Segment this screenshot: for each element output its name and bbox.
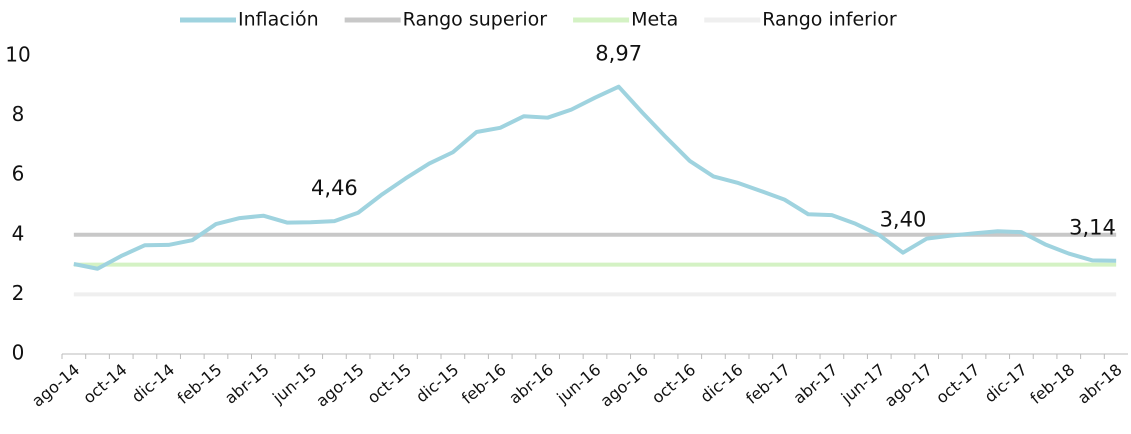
legend-label: Rango superior (403, 9, 548, 31)
series-line (73, 84, 1117, 271)
x-tick-label: oct-16 (648, 360, 699, 407)
legend-label: Meta (631, 9, 678, 31)
y-tick-label: 2 (12, 281, 25, 305)
y-tick-label: 8 (12, 102, 25, 126)
x-tick-label: dic-14 (128, 360, 178, 406)
x-tick-label: abr-17 (790, 360, 842, 408)
data-label: 8,97 (595, 42, 642, 66)
x-tick-label: feb-15 (174, 360, 226, 408)
y-tick-label: 10 (5, 43, 30, 67)
x-tick-label: ago-17 (881, 360, 936, 411)
data-label: 3,40 (880, 208, 927, 232)
x-tick-label: jun-17 (837, 360, 889, 408)
x-tick-label: jun-15 (268, 360, 320, 408)
x-tick-label: feb-16 (458, 360, 510, 408)
legend-label: Rango inferior (762, 9, 897, 31)
x-tick-label: dic-16 (696, 360, 746, 406)
y-tick-label: 6 (12, 162, 25, 186)
x-tick-label: dic-15 (412, 360, 462, 406)
legend-label: Inflación (238, 9, 319, 31)
data-label: 3,14 (1069, 215, 1116, 239)
x-tick-label: oct-14 (79, 360, 130, 407)
y-tick-label: 4 (12, 221, 25, 245)
x-tick-label: oct-17 (932, 360, 983, 407)
x-tick-label: jun-16 (553, 360, 605, 408)
x-tick-label: ago-15 (312, 360, 367, 411)
data-label: 4,46 (311, 176, 358, 200)
x-tick-label: oct-15 (364, 360, 415, 407)
x-tick-label: abr-16 (505, 360, 557, 408)
x-tick-label: feb-17 (742, 360, 794, 408)
x-tick-label: ago-14 (28, 360, 83, 411)
x-tick-label: dic-17 (981, 360, 1031, 406)
x-tick-label: feb-18 (1026, 360, 1078, 408)
x-tick-label: abr-18 (1074, 360, 1126, 408)
y-tick-label: 0 (12, 341, 25, 365)
x-tick-label: abr-15 (221, 360, 273, 408)
x-tick-label: ago-16 (597, 360, 652, 411)
